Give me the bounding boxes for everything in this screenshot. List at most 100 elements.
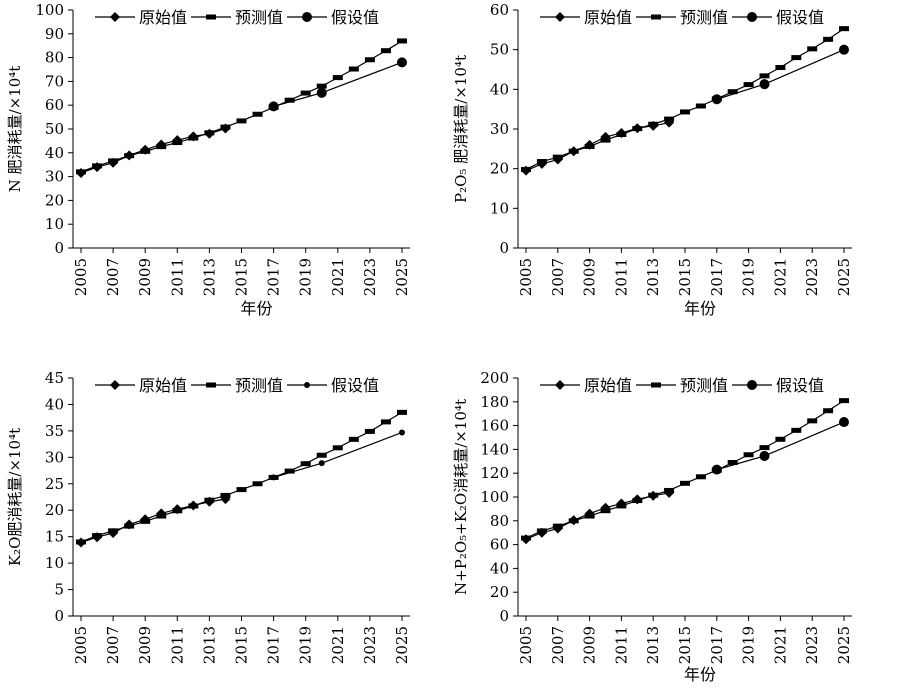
x-tick-label: 2007 bbox=[104, 626, 122, 664]
data-point bbox=[791, 55, 802, 61]
data-point bbox=[711, 94, 722, 105]
y-tick-label: 0 bbox=[499, 239, 509, 257]
x-tick-label: 2015 bbox=[676, 258, 694, 296]
data-point bbox=[759, 73, 770, 79]
data-point bbox=[743, 452, 754, 458]
data-point bbox=[332, 75, 343, 81]
data-point bbox=[839, 417, 849, 428]
data-point bbox=[616, 132, 627, 138]
y-tick-label: 40 bbox=[490, 559, 509, 577]
x-tick-label: 2007 bbox=[549, 626, 567, 664]
x-tick-label: 2013 bbox=[644, 258, 662, 296]
y-tick-label: 10 bbox=[45, 554, 64, 572]
data-point bbox=[584, 513, 595, 519]
data-point bbox=[318, 460, 325, 467]
data-point bbox=[568, 148, 579, 154]
x-tick-label: 2025 bbox=[393, 626, 411, 664]
data-point bbox=[632, 126, 643, 132]
data-point bbox=[552, 154, 563, 160]
x-tick-label: 2011 bbox=[612, 258, 630, 296]
legend-marker bbox=[555, 12, 565, 22]
series-dash bbox=[76, 38, 407, 175]
y-tick-label: 40 bbox=[45, 395, 64, 413]
x-tick-label: 2025 bbox=[393, 258, 411, 296]
data-point bbox=[648, 492, 659, 498]
data-point bbox=[156, 144, 167, 150]
series-line bbox=[80, 498, 226, 544]
x-tick-label: 2007 bbox=[549, 258, 567, 296]
legend: 原始值 预测值 假设值 bbox=[95, 8, 379, 27]
y-tick-label: 160 bbox=[480, 417, 509, 435]
data-point bbox=[823, 408, 834, 414]
y-tick-label: 0 bbox=[499, 607, 509, 625]
chart-panel-1: 0 10 20 30 40 50 60 70 80 90 100 2005 2007 2009 2011 20… bbox=[6, 1, 411, 318]
y-tick-label: 40 bbox=[490, 80, 509, 98]
data-point bbox=[680, 109, 690, 115]
y-tick-label: 0 bbox=[54, 607, 64, 625]
y-tick-label: 60 bbox=[490, 1, 509, 19]
y-tick-label: 50 bbox=[45, 120, 64, 138]
x-tick-label: 2021 bbox=[771, 626, 789, 664]
data-point bbox=[616, 503, 627, 509]
data-point bbox=[252, 481, 263, 487]
x-tick-label: 2017 bbox=[708, 258, 726, 296]
x-tick-label: 2011 bbox=[168, 626, 186, 664]
data-point bbox=[92, 163, 103, 169]
x-tick-label: 2025 bbox=[835, 258, 853, 296]
x-tick-label: 2005 bbox=[72, 258, 90, 296]
data-point bbox=[759, 79, 770, 90]
series-dash bbox=[521, 26, 849, 172]
data-point bbox=[807, 418, 818, 424]
legend-label: 预测值 bbox=[680, 376, 728, 395]
y-axis-label: N+P₂O₅+K₂O消耗量/×10⁴t bbox=[452, 399, 470, 595]
data-point bbox=[236, 487, 247, 493]
y-tick-label: 180 bbox=[480, 393, 509, 411]
legend-label: 预测值 bbox=[235, 8, 283, 27]
x-axis-label: 年份 bbox=[684, 299, 716, 318]
data-point bbox=[399, 429, 405, 436]
y-tick-label: 80 bbox=[45, 49, 64, 67]
data-point bbox=[172, 508, 183, 514]
y-tick-label: 40 bbox=[45, 144, 64, 162]
data-point bbox=[695, 474, 706, 480]
data-point bbox=[680, 480, 690, 486]
x-tick-label: 2007 bbox=[104, 258, 122, 296]
data-point bbox=[521, 166, 531, 172]
legend-marker bbox=[555, 380, 565, 390]
y-tick-label: 70 bbox=[45, 72, 64, 90]
series-circle bbox=[268, 57, 407, 112]
data-point bbox=[172, 140, 183, 146]
data-point bbox=[252, 111, 263, 117]
data-point bbox=[364, 57, 375, 63]
data-point bbox=[236, 118, 247, 124]
y-tick-label: 100 bbox=[35, 1, 64, 19]
x-tick-label: 2009 bbox=[136, 626, 154, 664]
legend-label: 假设值 bbox=[331, 8, 379, 27]
data-point bbox=[364, 428, 375, 434]
data-point bbox=[332, 445, 343, 451]
x-tick-label: 2015 bbox=[233, 258, 251, 296]
legend-label: 预测值 bbox=[680, 8, 728, 27]
y-tick-label: 30 bbox=[490, 120, 509, 138]
legend-marker bbox=[651, 14, 661, 20]
x-tick-label: 2013 bbox=[200, 258, 218, 296]
x-tick-label: 2017 bbox=[265, 258, 283, 296]
data-point bbox=[664, 487, 675, 493]
y-tick-label: 30 bbox=[45, 448, 64, 466]
data-point bbox=[711, 464, 722, 475]
series-dash bbox=[521, 398, 849, 541]
x-tick-label: 2021 bbox=[771, 258, 789, 296]
data-point bbox=[759, 445, 770, 451]
series-circle bbox=[711, 417, 849, 475]
data-point bbox=[220, 124, 231, 130]
data-point bbox=[300, 461, 311, 467]
y-tick-label: 80 bbox=[490, 512, 509, 530]
y-tick-label: 50 bbox=[490, 41, 509, 59]
data-point bbox=[140, 518, 151, 524]
data-point bbox=[839, 44, 849, 55]
data-point bbox=[204, 130, 215, 136]
data-point bbox=[397, 409, 407, 415]
legend-marker bbox=[302, 12, 312, 22]
x-tick-label: 2009 bbox=[581, 626, 599, 664]
